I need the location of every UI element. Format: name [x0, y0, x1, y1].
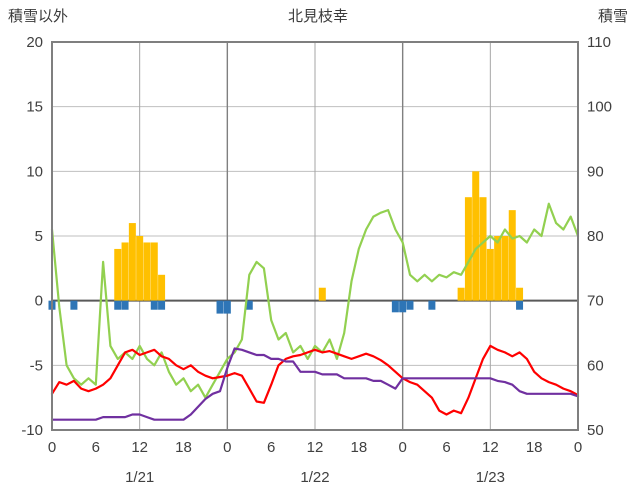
blue-bar	[158, 300, 166, 310]
blue-bar	[516, 300, 524, 310]
orange-bar	[508, 210, 516, 301]
blue-bar	[216, 300, 224, 314]
date-label: 1/22	[300, 469, 329, 486]
left-tick-label: 10	[26, 163, 43, 180]
blue-bar	[245, 300, 253, 310]
x-tick-label: 12	[307, 439, 324, 456]
orange-bar	[472, 171, 480, 301]
left-tick-label: 5	[35, 228, 43, 245]
blue-bar	[428, 300, 436, 310]
right-tick-label: 100	[587, 99, 612, 116]
blue-bar	[121, 300, 129, 310]
right-tick-label: 90	[587, 163, 604, 180]
blue-bar	[70, 300, 78, 310]
x-tick-label: 6	[92, 439, 100, 456]
chart-title: 北見枝幸	[288, 8, 348, 25]
x-tick-label: 0	[223, 439, 231, 456]
right-tick-label: 50	[587, 422, 604, 439]
blue-bar	[399, 300, 407, 313]
plot-border	[51, 41, 579, 431]
left-tick-label: 0	[35, 293, 43, 310]
orange-bar	[486, 248, 494, 301]
date-label: 1/21	[125, 469, 154, 486]
x-tick-label: 0	[398, 439, 406, 456]
right-tick-label: 60	[587, 357, 604, 374]
x-tick-label: 6	[267, 439, 275, 456]
orange-bar	[457, 287, 465, 301]
left-tick-label: -5	[30, 357, 43, 374]
x-tick-label: 18	[350, 439, 367, 456]
orange-bar	[121, 242, 129, 301]
right-tick-label: 70	[587, 293, 604, 310]
x-tick-label: 18	[526, 439, 543, 456]
orange-bar	[318, 287, 326, 301]
blue-bar	[223, 300, 231, 314]
orange-bar	[464, 197, 472, 301]
left-tick-label: -10	[21, 422, 43, 439]
blue-bar	[391, 300, 399, 313]
date-label: 1/23	[476, 469, 505, 486]
red-line-path	[50, 344, 580, 416]
right-tick-label: 110	[587, 34, 611, 51]
right-axis-title: 積雪	[598, 8, 628, 25]
x-tick-label: 0	[48, 439, 56, 456]
orange-bar	[494, 236, 502, 301]
right-tick-label: 80	[587, 228, 604, 245]
orange-bar	[128, 223, 136, 301]
x-tick-label: 12	[482, 439, 499, 456]
blue-bar	[114, 300, 122, 310]
x-tick-label: 12	[131, 439, 148, 456]
x-tick-label: 0	[574, 439, 582, 456]
orange-bar	[136, 236, 144, 301]
left-axis-title: 積雪以外	[8, 8, 68, 25]
left-tick-label: 20	[26, 34, 43, 51]
blue-bar	[150, 300, 158, 310]
blue-bar	[406, 300, 414, 310]
orange-bar	[501, 236, 509, 301]
green-line-path	[50, 202, 580, 399]
orange-bar	[479, 197, 487, 301]
orange-bar	[150, 242, 158, 301]
x-tick-label: 18	[175, 439, 192, 456]
purple-line-path	[50, 347, 580, 421]
left-tick-label: 15	[26, 99, 43, 116]
orange-bar	[158, 274, 166, 301]
x-tick-label: 6	[442, 439, 450, 456]
orange-bar	[143, 242, 151, 301]
orange-bar	[516, 287, 524, 301]
orange-bar	[114, 248, 122, 301]
